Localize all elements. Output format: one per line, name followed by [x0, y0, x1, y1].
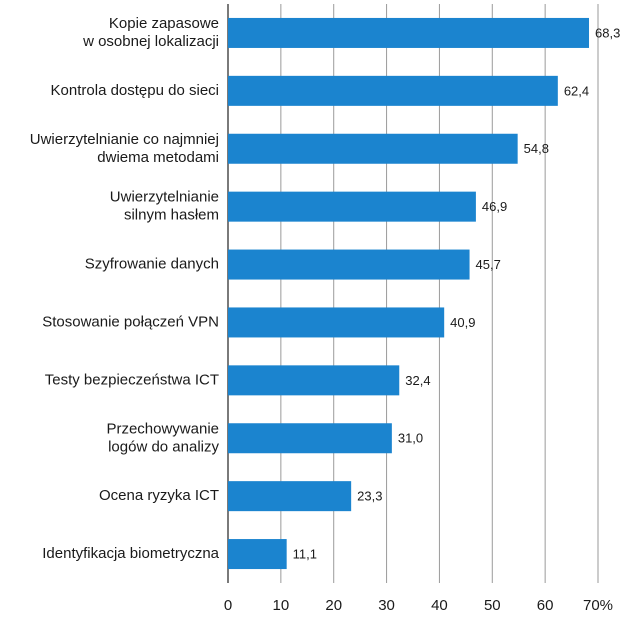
x-tick-label: 40 [431, 597, 448, 614]
bar [228, 17, 590, 48]
x-tick-label: 30 [378, 597, 395, 614]
x-tick-label: 10 [273, 597, 290, 614]
x-tick-label: 60 [537, 597, 554, 614]
value-label: 31,0 [398, 431, 423, 446]
bar [228, 249, 470, 280]
value-label: 40,9 [450, 315, 475, 330]
y-tick-label: Identyfikacja biometryczna [42, 545, 219, 562]
y-tick-label: Ocena ryzyka ICT [99, 487, 219, 504]
value-label: 11,1 [293, 546, 317, 561]
value-label: 54,8 [524, 141, 549, 156]
value-label: 68,3 [595, 25, 620, 40]
bar [228, 307, 445, 338]
y-tick-label: Stosowanie połączeń VPN [42, 313, 219, 330]
x-tick-label: 20 [325, 597, 342, 614]
value-label: 46,9 [482, 199, 507, 214]
value-label: 23,3 [357, 489, 382, 504]
y-tick-label: Przechowywanie logów do analizy [106, 420, 219, 455]
y-tick-label: Szyfrowanie danych [85, 256, 219, 273]
x-tick-label: 50 [484, 597, 501, 614]
y-tick-label: Uwierzytelnianie co najmniej dwiema metod… [30, 131, 219, 166]
y-tick-label: Testy bezpieczeństwa ICT [45, 371, 219, 388]
y-tick-label: Uwierzytelnianie silnym hasłem [110, 189, 219, 224]
bar [228, 539, 287, 570]
bar [228, 133, 518, 164]
value-label: 45,7 [476, 257, 501, 272]
bar [228, 75, 558, 106]
x-tick-label: 70% [583, 597, 613, 614]
y-tick-label: Kopie zapasowe w osobnej lokalizacji [82, 15, 219, 50]
value-label: 62,4 [564, 83, 589, 98]
bar [228, 365, 400, 396]
y-tick-label: Kontrola dostępu do sieci [51, 82, 219, 99]
bar [228, 423, 392, 454]
bar [228, 481, 352, 512]
value-label: 32,4 [405, 373, 430, 388]
x-tick-label: 0 [224, 597, 232, 614]
bar [228, 191, 476, 222]
